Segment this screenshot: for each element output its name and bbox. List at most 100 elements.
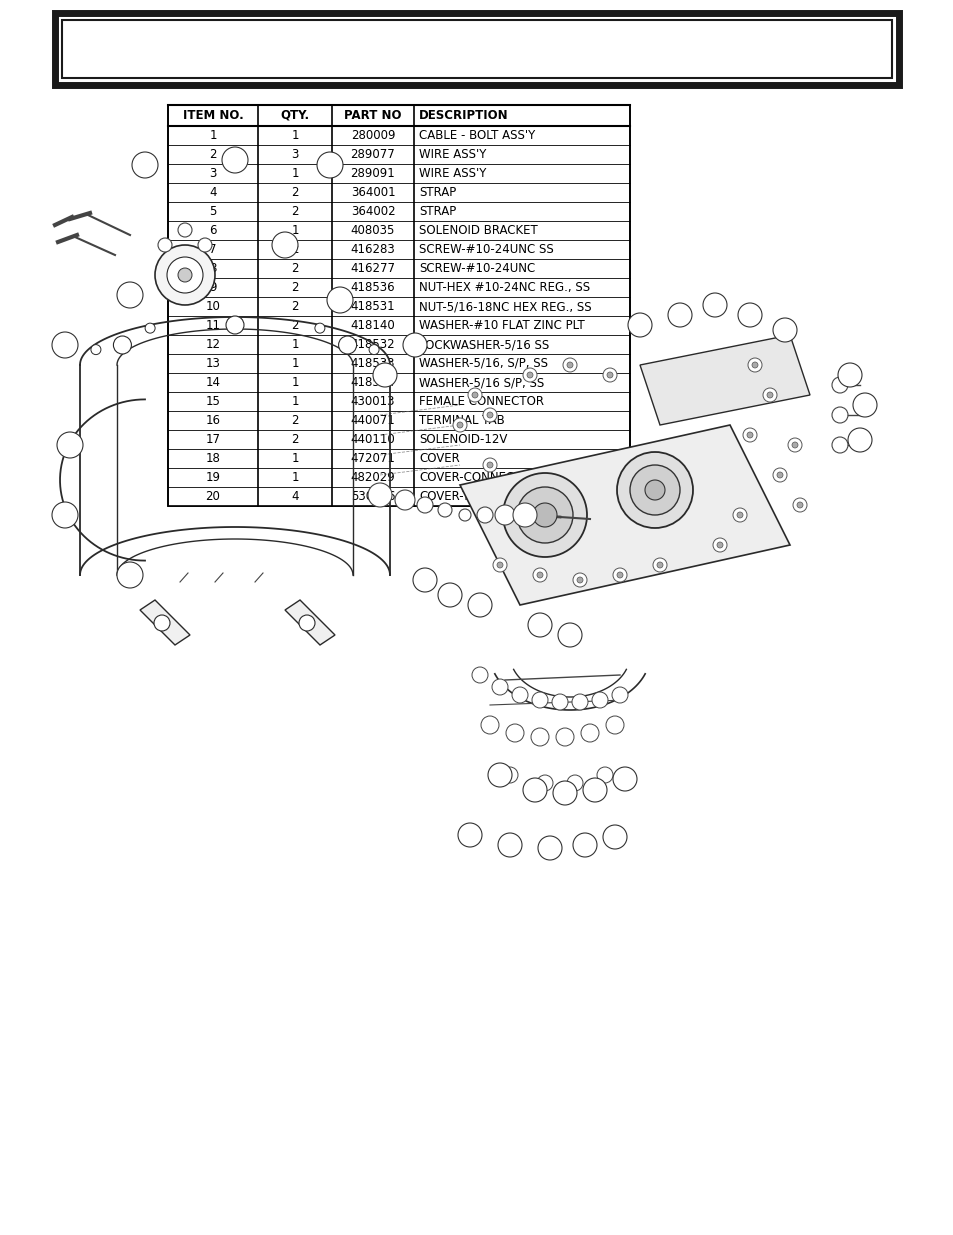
Circle shape [482, 458, 497, 472]
Text: 472071: 472071 [350, 452, 395, 466]
Text: 408035: 408035 [351, 224, 395, 237]
Text: 1: 1 [291, 452, 298, 466]
Text: 16: 16 [205, 414, 220, 427]
Text: 9: 9 [209, 282, 216, 294]
Text: STRAP: STRAP [418, 205, 456, 219]
Circle shape [153, 615, 170, 631]
Text: 280009: 280009 [351, 128, 395, 142]
Text: 418536: 418536 [351, 282, 395, 294]
Text: 1: 1 [291, 395, 298, 408]
Circle shape [762, 388, 776, 403]
Circle shape [852, 393, 876, 417]
Text: 440110: 440110 [351, 433, 395, 446]
Circle shape [338, 336, 356, 354]
Circle shape [437, 583, 461, 606]
Circle shape [732, 508, 746, 522]
Circle shape [488, 763, 512, 787]
Circle shape [617, 572, 622, 578]
Polygon shape [285, 600, 335, 645]
Circle shape [573, 832, 597, 857]
Text: 418531: 418531 [351, 300, 395, 312]
Circle shape [272, 232, 297, 258]
Circle shape [480, 716, 498, 734]
Text: 2: 2 [291, 433, 298, 446]
Circle shape [52, 332, 78, 358]
Circle shape [751, 362, 758, 368]
Text: QTY.: QTY. [280, 109, 309, 122]
Text: 2: 2 [291, 282, 298, 294]
Circle shape [602, 368, 617, 382]
Circle shape [776, 472, 782, 478]
Circle shape [314, 324, 325, 333]
Circle shape [457, 823, 481, 847]
Circle shape [468, 593, 492, 618]
Circle shape [369, 345, 378, 354]
Text: 1: 1 [291, 167, 298, 180]
Circle shape [298, 615, 314, 631]
Circle shape [178, 268, 192, 282]
Text: NUT-5/16-18NC HEX REG., SS: NUT-5/16-18NC HEX REG., SS [418, 300, 591, 312]
Circle shape [553, 781, 577, 805]
Circle shape [316, 152, 343, 178]
Circle shape [526, 372, 533, 378]
Text: 19: 19 [205, 471, 220, 484]
Text: SCREW-#10-24UNC: SCREW-#10-24UNC [418, 262, 535, 275]
Text: 2: 2 [291, 262, 298, 275]
Text: 1: 1 [291, 128, 298, 142]
Circle shape [522, 778, 546, 802]
Circle shape [368, 483, 392, 508]
Text: WIRE ASS'Y: WIRE ASS'Y [418, 167, 486, 180]
Text: 5: 5 [209, 205, 216, 219]
Text: 7: 7 [209, 243, 216, 256]
Circle shape [91, 345, 101, 354]
Circle shape [712, 538, 726, 552]
Circle shape [373, 363, 396, 387]
Circle shape [453, 417, 467, 432]
Circle shape [644, 480, 664, 500]
Circle shape [717, 542, 722, 548]
Circle shape [472, 391, 477, 398]
Circle shape [613, 568, 626, 582]
Text: PART NO: PART NO [344, 109, 401, 122]
Circle shape [556, 727, 574, 746]
Bar [168, 105, 629, 506]
Text: FEMALE CONNECTOR: FEMALE CONNECTOR [418, 395, 543, 408]
Circle shape [837, 363, 862, 387]
Circle shape [222, 147, 248, 173]
Bar [62, 20, 891, 78]
Text: 4: 4 [291, 490, 298, 503]
Circle shape [472, 667, 488, 683]
Text: DESCRIPTION: DESCRIPTION [418, 109, 508, 122]
Circle shape [226, 316, 244, 333]
Circle shape [468, 388, 481, 403]
Circle shape [552, 694, 567, 710]
Text: 18: 18 [205, 452, 220, 466]
Circle shape [629, 466, 679, 515]
Text: 364002: 364002 [351, 205, 395, 219]
Circle shape [772, 317, 796, 342]
Circle shape [787, 438, 801, 452]
Circle shape [573, 573, 586, 587]
Text: SCREW-#10-24UNC SS: SCREW-#10-24UNC SS [418, 243, 553, 256]
Text: 14: 14 [205, 375, 220, 389]
Circle shape [562, 358, 577, 372]
Text: 416283: 416283 [351, 243, 395, 256]
Circle shape [52, 501, 78, 529]
Circle shape [605, 716, 623, 734]
Text: TERMINAL TAB: TERMINAL TAB [418, 414, 504, 427]
Text: WASHER-5/16 S/P, SS: WASHER-5/16 S/P, SS [418, 375, 543, 389]
Text: COVER: COVER [418, 452, 459, 466]
Text: 1: 1 [291, 471, 298, 484]
Circle shape [456, 422, 462, 429]
Circle shape [145, 324, 155, 333]
Circle shape [613, 767, 637, 790]
Circle shape [657, 562, 662, 568]
Circle shape [416, 496, 433, 513]
Text: 2: 2 [291, 414, 298, 427]
Circle shape [533, 568, 546, 582]
Circle shape [527, 613, 552, 637]
Text: 11: 11 [205, 319, 220, 332]
Circle shape [522, 368, 537, 382]
Circle shape [486, 412, 493, 417]
Text: 2: 2 [209, 148, 216, 161]
